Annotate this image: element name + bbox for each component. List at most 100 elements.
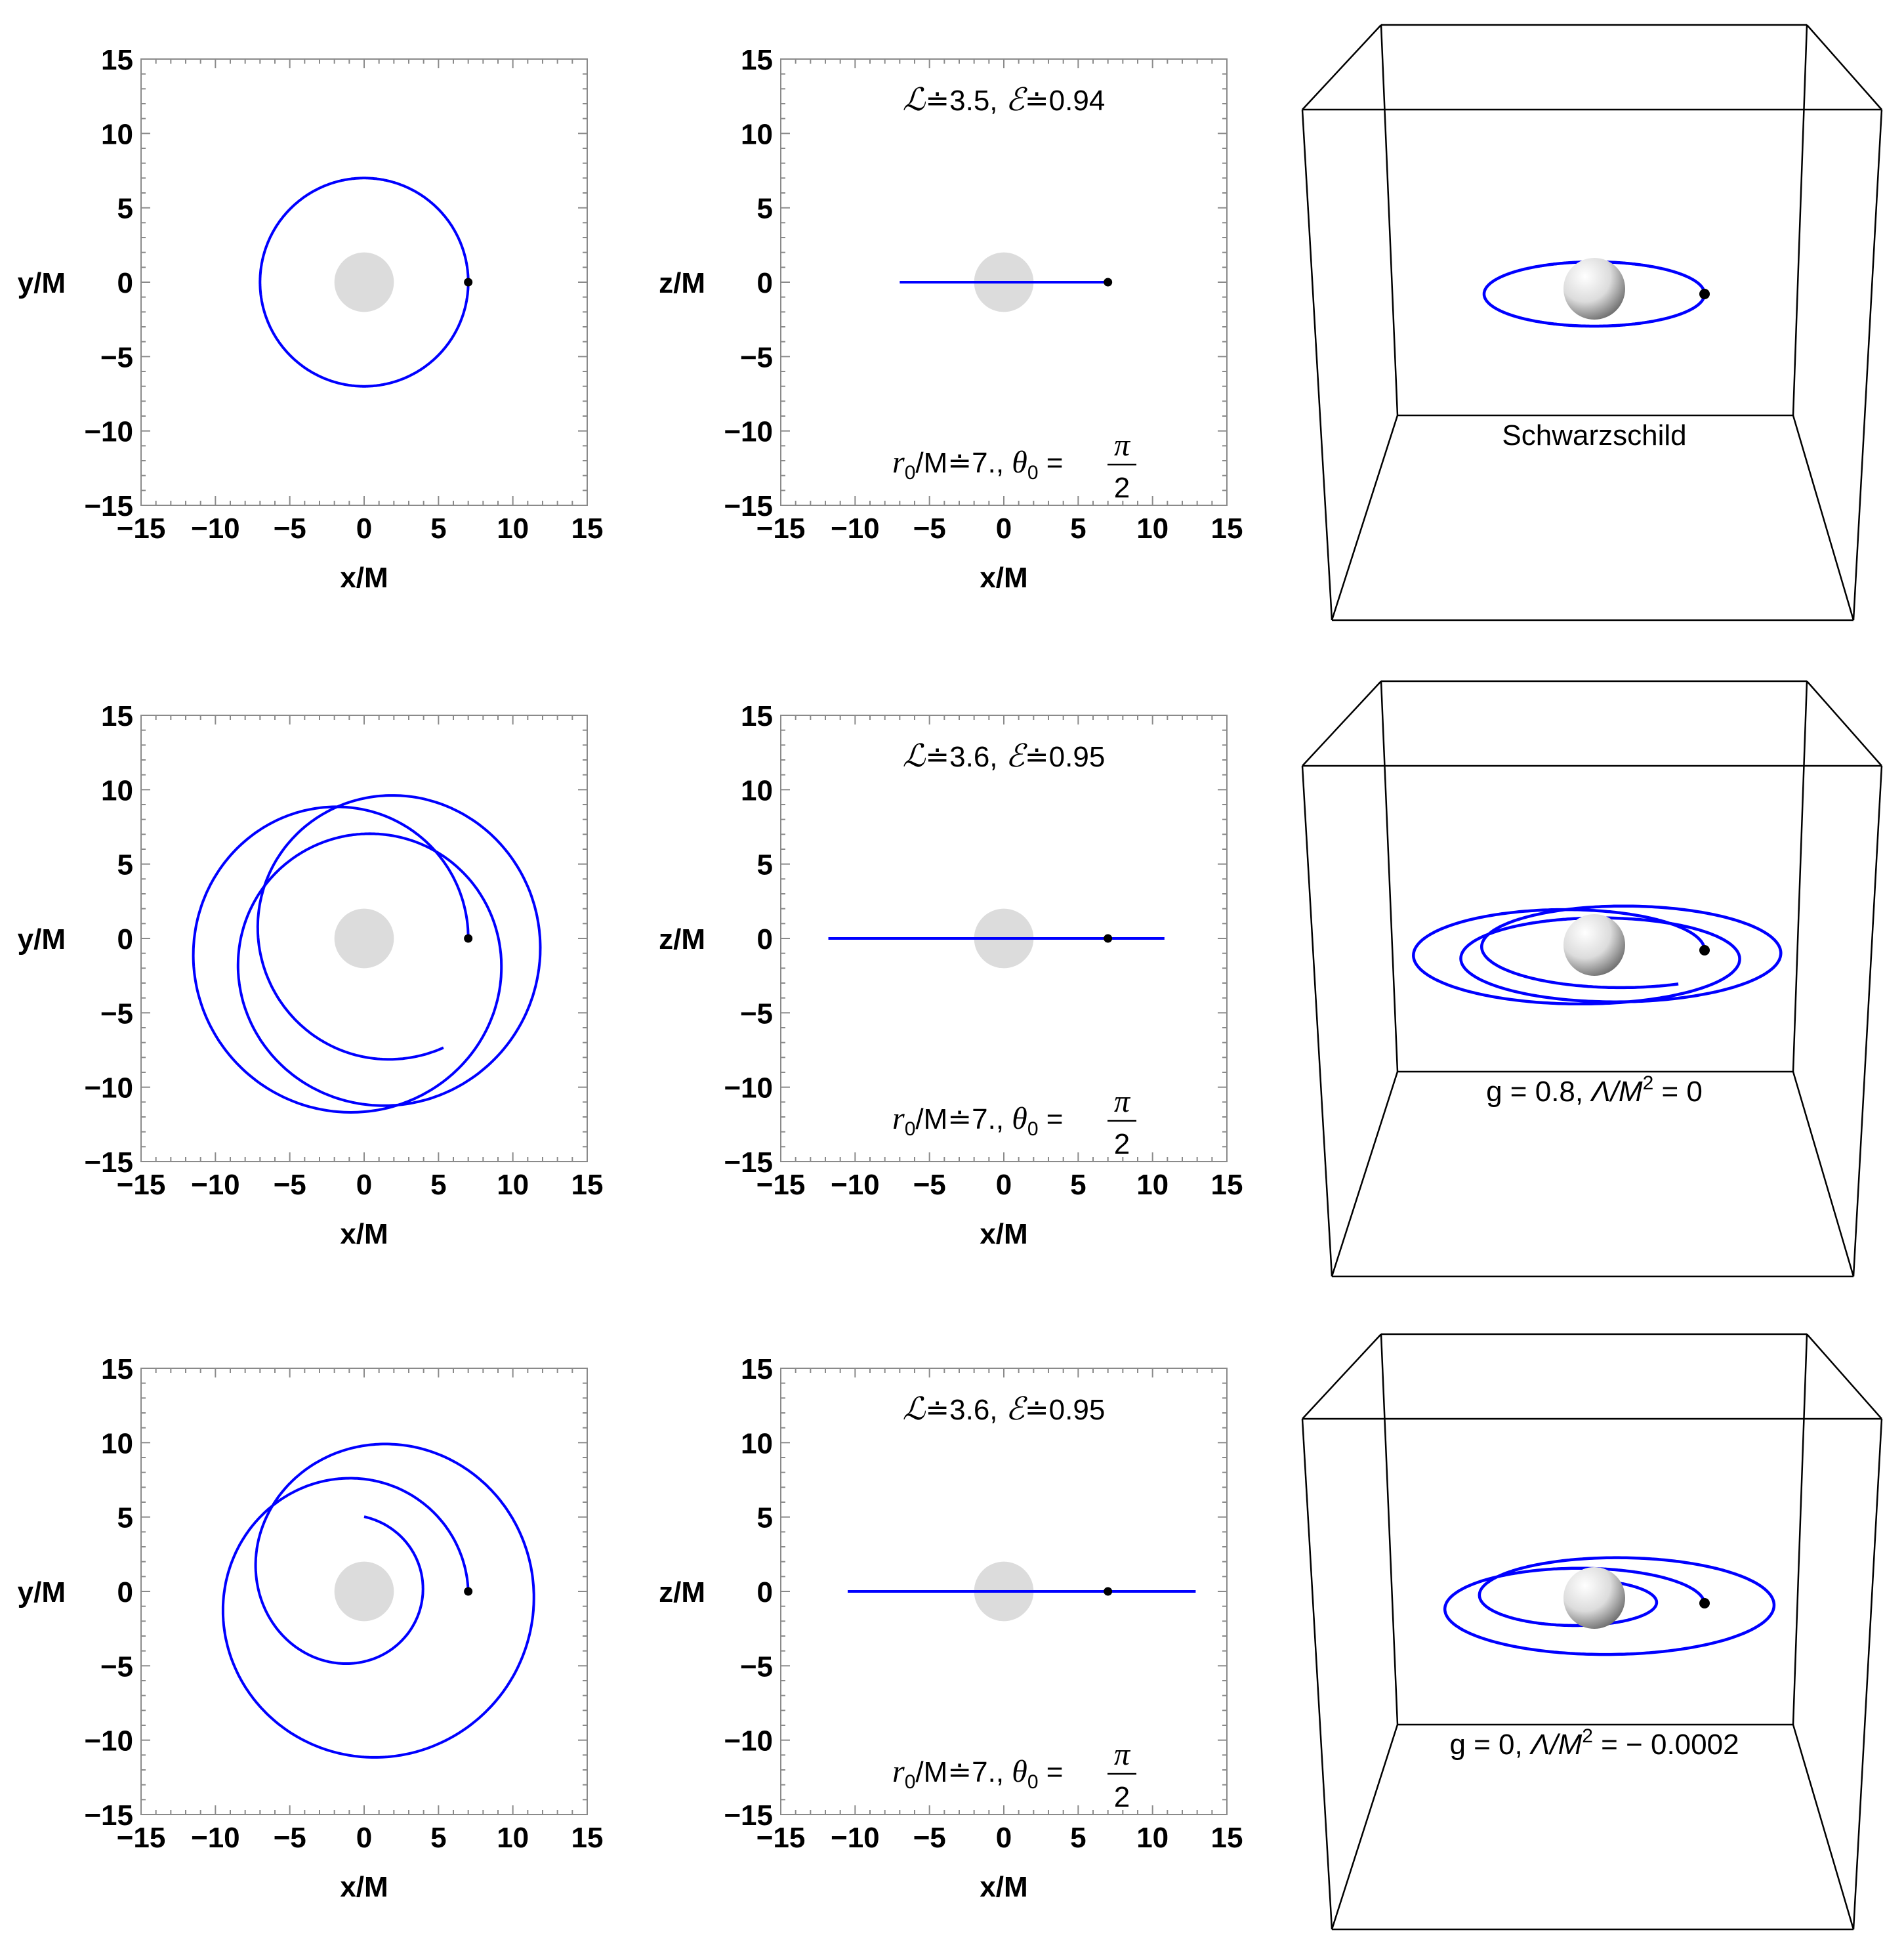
start-point-marker [464,934,473,943]
panel-row3-3d: g = 0, Λ/M2 = − 0.0002 [1301,1333,1883,1931]
fraction-numerator: π [1114,1084,1131,1119]
x-tick-label: 5 [1070,1822,1086,1854]
start-point-marker [464,278,473,287]
x-tick-label: 5 [1070,1169,1086,1201]
orbit-trajectory-3d [1412,904,1783,1006]
energy-symbol: ℰ [1006,739,1028,774]
y-tick-label: 5 [757,193,773,225]
y-tick-label: −15 [724,1799,773,1832]
r-value: /M≐7., [915,1756,1012,1788]
x-tick-label: −15 [756,1169,806,1201]
x-tick-label: −15 [117,1169,166,1201]
orbit-trajectory-3d [1443,1556,1776,1656]
start-point-marker [1104,278,1113,287]
caption-exponent: 2 [1643,1072,1654,1094]
y-tick-label: 15 [741,700,773,732]
fraction-numerator: π [1114,1737,1131,1772]
y-axis-label: z/M [659,1576,705,1608]
y-tick-label: −5 [100,1650,133,1683]
r-subscript: 0 [905,1771,916,1793]
start-point-marker [1699,289,1710,299]
y-tick-label: 0 [757,1576,773,1608]
orbit-trajectory-3d [1482,260,1707,328]
black-hole-sphere [1563,914,1625,976]
x-tick-label: −15 [756,1822,806,1854]
bounding-box-edge [1806,24,1882,110]
bounding-box-edge [1302,1334,1382,1419]
x-tick-label: 5 [430,513,446,545]
bounding-box-edge [1302,681,1382,766]
r-symbol: r [892,1754,905,1789]
horizon-disk [334,1561,394,1622]
y-tick-label: −5 [100,998,133,1030]
x-axis-label: x/M [980,1871,1027,1903]
bounding-box-edge [1792,681,1808,1072]
theta-symbol: θ [1012,1754,1027,1789]
black-hole-sphere [1563,1567,1625,1629]
start-point-marker [1104,934,1113,943]
x-tick-label: 15 [1211,513,1243,545]
energy-value: ≐0.95 [1025,741,1106,773]
caption-mass: M [1619,1076,1643,1108]
x-tick-label: 0 [356,1822,372,1854]
x-tick-label: 0 [996,513,1012,545]
x-tick-label: −10 [831,1169,880,1201]
y-tick-label: 15 [101,44,133,76]
y-tick-label: 10 [101,774,133,807]
y-tick-label: 0 [757,923,773,956]
r-subscript: 0 [905,462,916,484]
x-tick-label: 10 [1136,513,1169,545]
bounding-box-edge [1302,24,1382,110]
x-tick-label: −5 [274,513,306,545]
y-tick-label: 10 [101,118,133,150]
x-tick-label: 15 [1211,1169,1243,1201]
x-axis-label: x/M [340,1871,388,1903]
y-axis-label: y/M [18,923,66,956]
x-tick-label: 10 [497,513,529,545]
y-tick-label: 5 [117,193,133,225]
r-symbol: r [892,445,905,480]
annotation-constants: ℒ≐3.5, ℰ≐0.94 [903,83,1106,117]
panel-caption: g = 0, Λ/M2 = − 0.0002 [1449,1725,1739,1761]
x-tick-label: −15 [117,1822,166,1854]
panel-caption: Schwarzschild [1502,419,1686,452]
y-tick-label: −15 [724,490,773,522]
y-tick-label: −5 [740,998,773,1030]
bounding-box-edge [1792,1334,1808,1725]
theta-subscript: 0 [1027,1118,1039,1140]
angular-momentum-value: ≐3.5, [925,85,1005,117]
y-axis-label: y/M [18,267,66,299]
x-tick-label: 5 [1070,513,1086,545]
bounding-box-edge [1331,1724,1399,1930]
angular-momentum-symbol: ℒ [903,1392,926,1427]
theta-symbol: θ [1012,445,1027,480]
x-axis-label: x/M [980,1218,1027,1250]
theta-subscript: 0 [1027,462,1039,484]
annotation-initial-conditions: r0/M≐7., θ0 = [892,1754,1063,1793]
x-tick-label: 5 [430,1169,446,1201]
y-tick-label: −15 [84,1146,133,1179]
y-tick-label: −10 [724,1725,773,1757]
panel-row1-xy: −15 −10 −5 0 5 10 15 15 10 5 0 −5 −10 −15 x/M y/M [18,44,604,594]
bounding-box-edge [1806,681,1882,766]
y-tick-label: −10 [84,1072,133,1104]
orbit-trajectory [221,1442,535,1759]
x-tick-label: 10 [497,1822,529,1854]
y-tick-label: −15 [84,1799,133,1832]
panel-row2-xy: −15 −10 −5 0 5 10 15 15 10 5 0 −5 −10 −15 x/M y/M [18,700,604,1250]
y-tick-label: 5 [117,849,133,881]
caption-lambda-value: = − 0.0002 [1593,1729,1739,1761]
angular-momentum-symbol: ℒ [903,83,926,117]
panel-row2-3d: g = 0.8, Λ/M2 = 0 [1301,680,1883,1278]
caption-exponent: 2 [1582,1725,1593,1747]
y-axis-label: z/M [659,267,705,299]
bounding-box-edge [1331,415,1399,621]
y-tick-label: −5 [100,341,133,373]
x-tick-label: 15 [571,1169,604,1201]
r-symbol: r [892,1101,905,1136]
angular-momentum-value: ≐3.6, [925,741,1005,773]
y-tick-label: 0 [757,267,773,299]
equals-sign: = [1039,447,1064,479]
theta-subscript: 0 [1027,1771,1039,1793]
